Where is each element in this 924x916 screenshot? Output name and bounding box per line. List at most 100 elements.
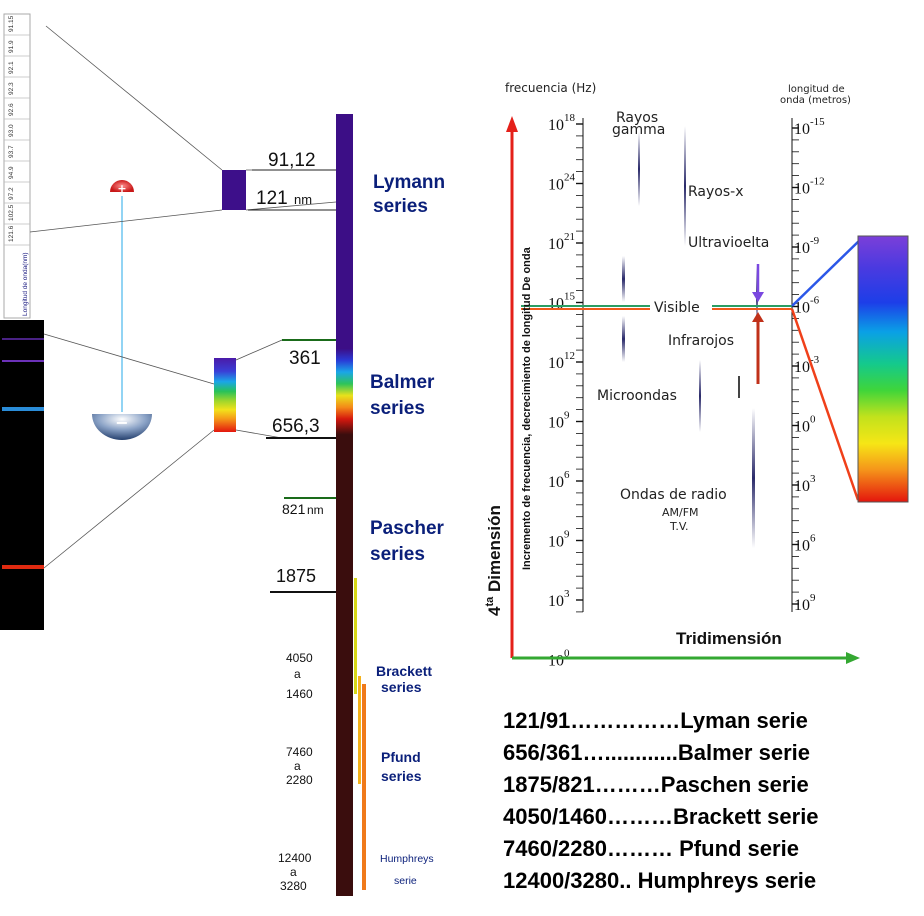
ruler-label: 94.9: [8, 166, 15, 179]
y-axis-label: Incremento de frecuencia, decrecimiento …: [521, 246, 533, 570]
humphreys-band: [362, 684, 366, 890]
brackett-a: a: [294, 667, 301, 681]
ruler-label: 97.2: [8, 187, 15, 200]
pfund-a: a: [294, 759, 301, 773]
summary-dots: ………: [607, 804, 673, 829]
hydrogen-atom: + −: [92, 180, 152, 440]
lyman-label-1: Lymann: [373, 172, 445, 193]
paschen-w2: 1875: [276, 566, 316, 586]
humphreys-marks: 12400 a 3280: [278, 851, 312, 893]
radio-label-2: AM/FM: [662, 506, 699, 519]
micro-label: Microondas: [597, 388, 677, 404]
freq-tick-label: 109: [548, 529, 570, 551]
visible-label: Visible: [654, 300, 700, 316]
spectrum-bar: [336, 114, 353, 896]
ruler-axis-label: Longitud de onda(nm): [22, 252, 29, 316]
proton-icon: [110, 180, 134, 192]
paschen-label-2: series: [370, 544, 425, 565]
brackett-label-2: series: [381, 679, 422, 695]
paschen-w1-unit: nm: [307, 503, 324, 517]
balmer-marks: 361 656,3: [266, 339, 336, 439]
dim4-rest: Dimensión: [485, 505, 504, 597]
balmer-label-1: Balmer: [370, 372, 435, 393]
wave-tick-label: 103: [794, 473, 816, 495]
balmer-w2: 656,3: [272, 416, 320, 437]
wave-tick-label: 109: [794, 592, 816, 614]
ruler-label: 92.3: [8, 82, 15, 95]
humphreys-a: a: [290, 865, 297, 879]
summary-row: 4050/1460………Brackett serie: [503, 804, 819, 829]
freq-tick-label: 106: [548, 469, 570, 491]
freq-tick-label: 1024: [548, 172, 576, 194]
paschen-w1: 821: [282, 501, 306, 517]
electron-icon: [92, 414, 152, 440]
radio-label-1: Ondas de radio: [620, 487, 727, 503]
wave-axis-title-1: longitud de: [788, 84, 845, 95]
wave-tick-label: 10-6: [794, 295, 820, 317]
freq-axis-title: frecuencia (Hz): [505, 81, 596, 95]
ruler-label: 92.1: [8, 61, 15, 74]
zoom-connectors: [29, 25, 337, 569]
freq-tick-label: 109: [548, 410, 570, 432]
balmer-swatch: [214, 358, 236, 432]
summary-name: Lyman serie: [680, 708, 808, 733]
summary-name: Brackett serie: [673, 804, 819, 829]
wave-tick-label: 10-3: [794, 354, 820, 376]
ruler-label: 121.6: [8, 225, 15, 242]
freq-tick-label: 103: [548, 588, 570, 610]
emission-strip: [0, 320, 44, 630]
ruler-label: 92.6: [8, 103, 15, 116]
wave-axis-title-2: onda (metros): [780, 95, 851, 106]
humphreys-w-bottom: 3280: [280, 879, 307, 893]
ruler-label: 93.7: [8, 145, 15, 158]
summary-name: Humphreys serie: [631, 868, 816, 893]
wave-tick-label: 106: [794, 533, 816, 555]
lyman-marks: 91,12 121 nm: [248, 150, 336, 211]
ruler-label: 91.9: [8, 40, 15, 53]
balmer-label-2: series: [370, 398, 425, 419]
lyman-label-2: series: [373, 196, 428, 217]
pfund-label-2: series: [381, 768, 422, 784]
summary-row: 1875/821………Paschen serie: [503, 772, 809, 797]
gamma-label-2: gamma: [612, 122, 665, 138]
summary-name: Pfund serie: [679, 836, 799, 861]
brackett-marks: 4050 a 1460: [286, 651, 313, 701]
summary-row: 12400/3280.. Humphreys serie: [503, 868, 816, 893]
summary-dots: ………: [595, 772, 661, 797]
xray-label: Rayos-x: [688, 184, 743, 200]
electron-sign: −: [115, 413, 128, 432]
uv-label: Ultravioelta: [688, 235, 769, 251]
lyman-w2: 121: [256, 188, 288, 209]
ruler-label: 91.15: [8, 15, 15, 32]
radio-label-3: T.V.: [669, 520, 689, 533]
humphreys-label-2: serie: [394, 875, 417, 887]
proton-sign: +: [117, 182, 126, 195]
summary-ratio: 121/91: [503, 708, 570, 733]
pfund-label-1: Pfund: [381, 749, 421, 765]
wave-tick-label: 10-12: [794, 176, 825, 198]
dim4-main: 4: [485, 606, 504, 616]
summary-dots: …............: [583, 740, 678, 765]
summary-ratio: 7460/2280: [503, 836, 607, 861]
brackett-w-bottom: 1460: [286, 687, 313, 701]
paschen-marks: 821 nm 1875: [270, 497, 336, 593]
brackett-label-1: Brackett: [376, 663, 432, 679]
em-spectrum-chart: frecuencia (Hz) longitud de onda (metros…: [484, 81, 909, 670]
freq-tick-label: 1012: [548, 350, 575, 372]
wavelength-ruler: 91.15 91.9 92.1 92.3 92.6 93.0 93.7 94.9 97.2 102…: [3, 13, 31, 319]
series-summary-list: 121/91……………Lyman serie 656/361…..........…: [503, 708, 819, 893]
wave-tick-label: 10-9: [794, 235, 820, 257]
lyman-swatch: [222, 170, 246, 210]
summary-row: 7460/2280……… Pfund serie: [503, 836, 799, 861]
ruler-label: 93.0: [8, 124, 15, 137]
summary-ratio: 4050/1460: [503, 804, 607, 829]
brackett-w-top: 4050: [286, 651, 313, 665]
x-axis-label: Tridimensión: [676, 629, 782, 648]
lyman-w2-unit: nm: [294, 192, 312, 207]
ruler-label: 102.5: [8, 204, 15, 221]
summary-name: Paschen serie: [661, 772, 809, 797]
summary-ratio: 12400/3280: [503, 868, 619, 893]
visible-spectrum-swatch: [857, 235, 909, 503]
freq-tick-label: 1018: [548, 112, 576, 134]
